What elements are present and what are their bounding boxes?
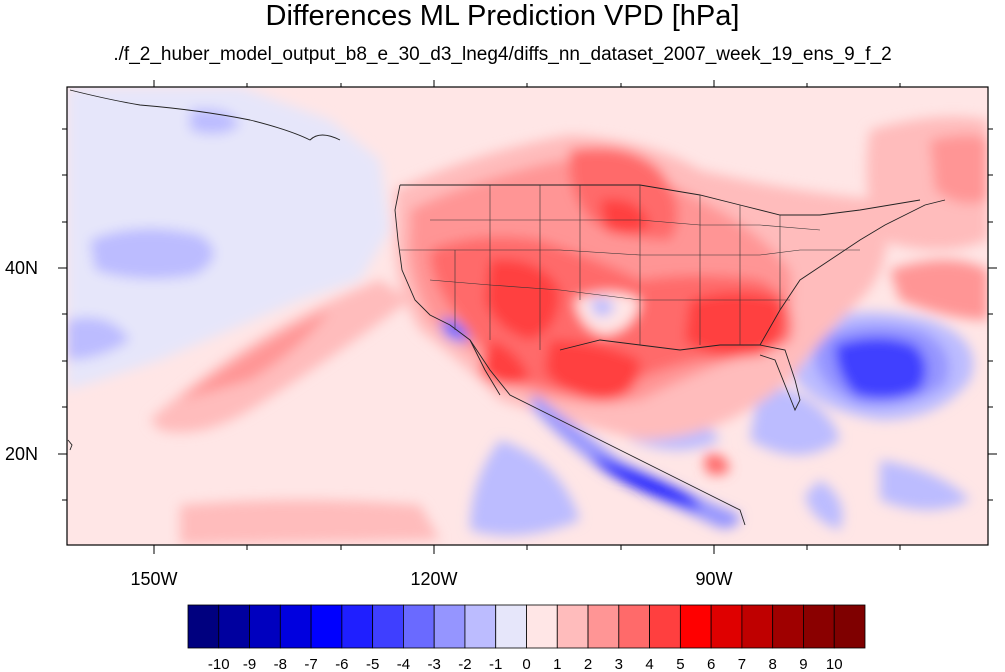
axis-ticks: [58, 80, 997, 554]
colorbar-swatch: [772, 604, 804, 649]
lat-label-40n: 40N: [5, 258, 38, 278]
colorbar-swatch: [403, 604, 435, 649]
colorbar-swatch: [710, 604, 743, 649]
colorbar-label: 4: [645, 656, 653, 672]
colorbar-swatch: [495, 604, 527, 649]
colorbar-label: -3: [428, 656, 441, 672]
map-title: Differences ML Prediction VPD [hPa]: [265, 0, 740, 32]
colorbar-label: -9: [243, 656, 256, 672]
colorbar-label: 1: [553, 656, 561, 672]
lat-label-20n: 20N: [5, 444, 38, 464]
colorbar-swatch: [741, 604, 774, 649]
colorbar-swatch: [218, 604, 250, 649]
colorbar-swatch: [249, 604, 281, 649]
colorbar-label: 5: [676, 656, 684, 672]
colorbar-swatch: [587, 604, 620, 649]
colorbar-label: -5: [366, 656, 379, 672]
colorbar-label: -10: [208, 656, 230, 672]
colorbar-swatch: [310, 604, 343, 649]
colorbar-swatch: [433, 604, 466, 649]
colorbar-swatch: [649, 604, 681, 649]
colorbar-swatch: [372, 604, 404, 649]
colorbar-label: -1: [489, 656, 502, 672]
colorbar-swatch: [187, 604, 220, 649]
colorbar-label: 3: [615, 656, 623, 672]
map-subtitle: ./f_2_huber_model_output_b8_e_30_d3_lneg…: [113, 44, 892, 65]
colorbar-swatch: [341, 604, 374, 649]
colorbar-swatch: [803, 604, 835, 649]
colorbar-label: -4: [397, 656, 410, 672]
colorbar-swatch: [464, 604, 497, 649]
colorbar-swatch: [833, 604, 866, 649]
colorbar-label: -2: [458, 656, 471, 672]
colorbar-swatch: [526, 604, 558, 649]
colorbar-label: 0: [522, 656, 530, 672]
colorbar-swatch: [618, 604, 650, 649]
colorbar: -10 -9 -8 -7 -6 -5 -4 -3 -2 -1 0 1 2 3 4 5 6 7 8 9 10: [187, 604, 866, 672]
colorbar-label: 6: [707, 656, 715, 672]
colorbar-label: -6: [335, 656, 348, 672]
lon-label-90w: 90W: [695, 569, 732, 589]
colorbar-label: -7: [304, 656, 317, 672]
colorbar-swatch: [556, 604, 589, 649]
colorbar-label: 10: [826, 656, 843, 672]
lon-label-120w: 120W: [410, 569, 457, 589]
vpd-difference-field: [67, 87, 988, 545]
colorbar-label: -8: [274, 656, 287, 672]
colorbar-swatch: [279, 604, 312, 649]
colorbar-label: 2: [584, 656, 592, 672]
colorbar-label: 7: [738, 656, 746, 672]
colorbar-swatch: [679, 604, 712, 649]
lon-label-150w: 150W: [130, 569, 177, 589]
colorbar-label: 9: [799, 656, 807, 672]
state-borders: [400, 185, 860, 350]
colorbar-label: 8: [769, 656, 777, 672]
